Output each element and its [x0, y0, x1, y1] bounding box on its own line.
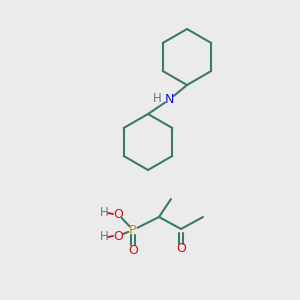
Text: O: O [113, 230, 123, 242]
Text: H: H [100, 206, 108, 220]
Text: O: O [113, 208, 123, 220]
Text: N: N [165, 93, 174, 106]
Text: H: H [153, 92, 162, 105]
Text: O: O [128, 244, 138, 256]
Text: H: H [100, 230, 108, 244]
Text: O: O [176, 242, 186, 256]
Text: P: P [129, 224, 137, 236]
